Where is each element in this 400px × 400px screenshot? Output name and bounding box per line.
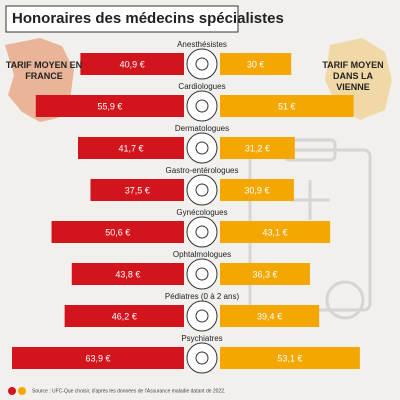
logo bbox=[8, 387, 16, 395]
bar bbox=[220, 305, 320, 327]
category-label: Pédiatres (0 à 2 ans) bbox=[165, 292, 240, 301]
specialty-icon bbox=[186, 216, 218, 248]
bar bbox=[12, 347, 184, 369]
logo bbox=[18, 387, 26, 395]
specialty-icon bbox=[195, 351, 209, 365]
value-label: 50,6 € bbox=[105, 227, 130, 237]
category-label: Dermatologues bbox=[175, 124, 229, 133]
bar bbox=[220, 221, 331, 243]
value-label: 41,7 € bbox=[118, 143, 143, 153]
value-label: 40,9 € bbox=[120, 59, 145, 69]
value-label: 51 € bbox=[278, 101, 296, 111]
bar bbox=[78, 137, 184, 159]
value-label: 55,9 € bbox=[97, 101, 122, 111]
bar bbox=[220, 347, 360, 369]
bar bbox=[220, 137, 295, 159]
specialty-icon bbox=[195, 141, 209, 155]
value-label: 39,4 € bbox=[257, 311, 282, 321]
value-label: 36,3 € bbox=[252, 269, 277, 279]
legend-label: TARIF MOYEN DANS LA VIENNE bbox=[322, 60, 384, 92]
specialty-icon bbox=[195, 99, 209, 113]
value-label: 46,2 € bbox=[112, 311, 137, 321]
chart-title: Honoraires des médecins spécialistes bbox=[12, 10, 284, 27]
category-label: Ophtalmologues bbox=[173, 250, 231, 259]
category-label: Gynécologues bbox=[176, 208, 227, 217]
specialty-icon bbox=[186, 174, 218, 206]
category-label: Psychiatres bbox=[181, 334, 222, 343]
specialty-icon bbox=[195, 57, 209, 71]
category-label: Anesthésistes bbox=[177, 40, 227, 49]
specialty-icon bbox=[195, 225, 209, 239]
value-label: 43,1 € bbox=[263, 227, 288, 237]
specialty-icon bbox=[195, 267, 209, 281]
value-label: 30 € bbox=[247, 59, 265, 69]
bar bbox=[220, 95, 354, 117]
source: Source : UFC-Que choisir, d'après les do… bbox=[32, 388, 225, 394]
value-label: 63,9 € bbox=[85, 353, 110, 363]
category-label: Cardiologues bbox=[178, 82, 225, 91]
specialty-icon bbox=[186, 258, 218, 290]
value-label: 31,2 € bbox=[245, 143, 270, 153]
value-label: 53,1 € bbox=[277, 353, 302, 363]
category-label: Gastro-entérologues bbox=[166, 166, 239, 175]
specialty-icon bbox=[186, 132, 218, 164]
value-label: 43,8 € bbox=[115, 269, 140, 279]
bar bbox=[220, 179, 294, 201]
bar bbox=[35, 95, 184, 117]
bar bbox=[71, 263, 184, 285]
value-label: 30,9 € bbox=[244, 185, 269, 195]
bar bbox=[64, 305, 184, 327]
specialty-icon bbox=[186, 48, 218, 80]
specialty-icon bbox=[186, 90, 218, 122]
bar bbox=[220, 263, 310, 285]
legend-label: TARIF MOYEN EN FRANCE bbox=[5, 60, 83, 81]
bar bbox=[90, 179, 184, 201]
bar bbox=[220, 53, 292, 75]
specialty-icon bbox=[186, 300, 218, 332]
specialty-icon bbox=[195, 309, 209, 323]
specialty-icon bbox=[186, 342, 218, 374]
specialty-icon bbox=[195, 183, 209, 197]
bar bbox=[80, 53, 184, 75]
title-box bbox=[5, 5, 239, 33]
value-label: 37,5 € bbox=[125, 185, 150, 195]
bar bbox=[51, 221, 184, 243]
